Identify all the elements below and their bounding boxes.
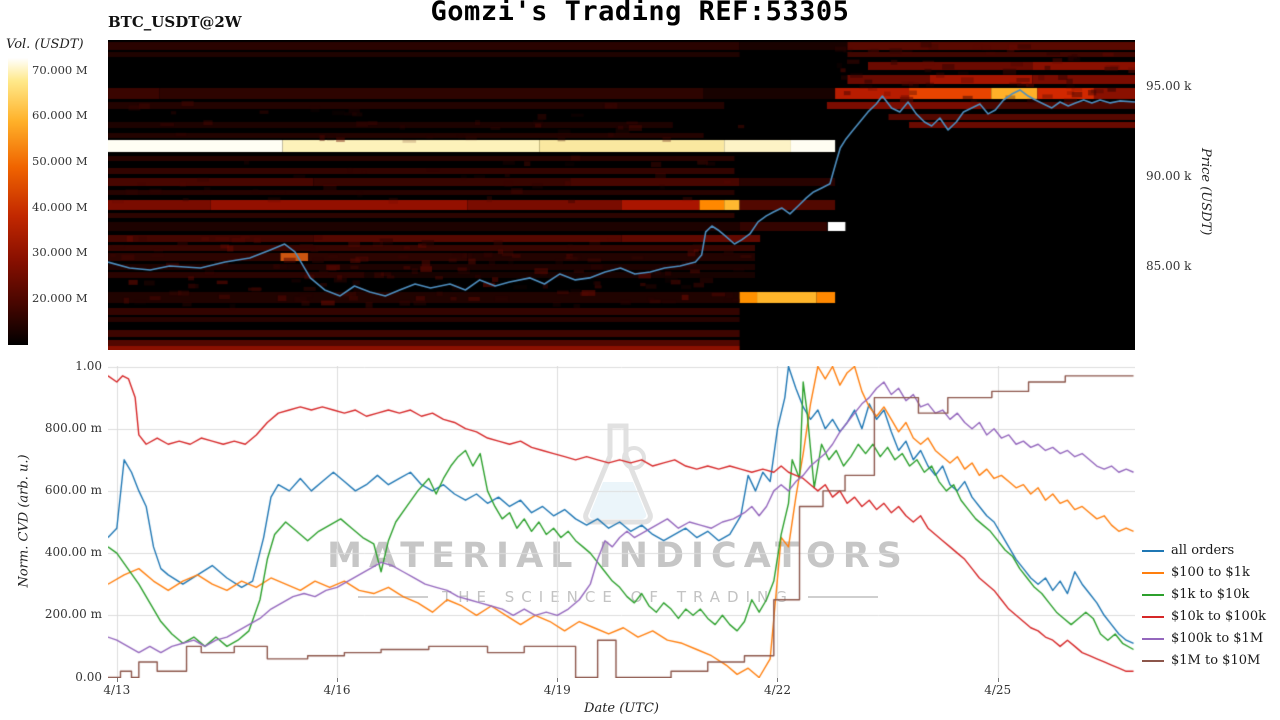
cvd-y-tick-label: 0.00 [75,669,102,684]
cvd-y-tick-label: 600.00 m [44,482,102,497]
legend-label: $1k to $10k [1171,587,1250,602]
colorbar-tick-label: 60.000 M [32,108,88,123]
legend-label: $100k to $1M [1171,631,1264,646]
price-axis-tick-label: 85.00 k [1146,259,1192,274]
colorbar-tick-label: 40.000 M [32,199,88,214]
legend-item: $10k to $100k [1142,608,1266,625]
cvd-x-tickmark [337,678,339,682]
cvd-x-tickmark [997,678,999,682]
legend-label: $100 to $1k [1171,565,1250,580]
colorbar-tick-label: 30.000 M [32,245,88,260]
cvd-y-tick-label: 400.00 m [44,545,102,560]
price-axis-label: Price (USDT) [1198,148,1213,236]
volume-heatmap-chart [108,40,1135,350]
legend-swatch [1142,593,1164,596]
pair-label: BTC_USDT@2W [108,13,242,31]
price-axis-tick-label: 95.00 k [1146,78,1192,93]
legend-item: $1k to $10k [1142,586,1266,603]
cvd-x-axis-label: Date (UTC) [584,701,659,716]
legend: all orders $100 to $1k $1k to $10k $10k to … [1142,542,1266,669]
legend-label: $1M to $10M [1171,653,1261,668]
cvd-x-tickmark [557,678,559,682]
legend-label: all orders [1171,543,1235,558]
cvd-x-tick-label: 4/25 [984,683,1012,697]
legend-label: $10k to $100k [1171,609,1266,624]
legend-swatch [1142,549,1164,552]
legend-swatch [1142,571,1164,574]
cvd-x-tick-label: 4/22 [764,683,791,697]
cvd-y-axis-label: Norm. CVD (arb. u.) [16,454,32,588]
cvd-y-tick-label: 1.00 [75,358,102,373]
colorbar-tick-label: 20.000 M [32,290,88,305]
colorbar-tick-label: 70.000 M [32,63,88,78]
cvd-y-tick-label: 800.00 m [44,420,102,435]
legend-item: $100k to $1M [1142,630,1266,647]
cvd-x-tick-label: 4/16 [323,683,351,697]
colorbar [8,58,28,345]
price-axis-tick-label: 90.00 k [1146,168,1192,183]
cvd-x-tick-label: 4/19 [543,683,571,697]
cvd-x-tickmark [116,678,118,682]
cvd-x-tickmark [777,678,779,682]
cvd-y-tick-label: 200.00 m [44,607,102,622]
legend-swatch [1142,637,1164,640]
page-title: Gomzi's Trading REF:53305 [430,0,850,27]
legend-item: all orders [1142,542,1266,559]
colorbar-label: Vol. (USDT) [6,37,84,52]
legend-item: $1M to $10M [1142,652,1266,669]
legend-swatch [1142,615,1164,618]
legend-item: $100 to $1k [1142,564,1266,581]
legend-swatch [1142,659,1164,662]
cvd-line-chart [108,366,1135,678]
cvd-x-tick-label: 4/13 [103,683,131,697]
colorbar-tick-label: 50.000 M [32,153,88,168]
